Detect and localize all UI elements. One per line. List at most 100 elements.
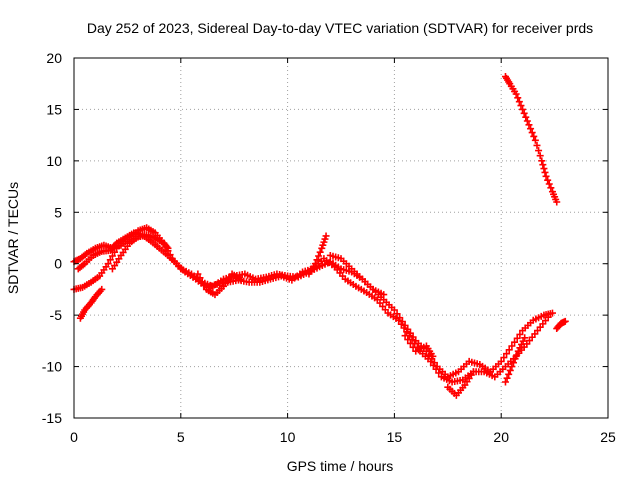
data-point xyxy=(429,352,437,360)
data-point xyxy=(505,370,513,378)
data-point xyxy=(400,324,408,332)
data-point xyxy=(503,374,511,382)
data-point xyxy=(545,180,553,188)
y-tick-label: 15 xyxy=(46,101,62,117)
data-point xyxy=(497,357,505,365)
series-track-j xyxy=(444,368,477,399)
data-point xyxy=(113,244,121,252)
data-point xyxy=(544,313,552,321)
data-point xyxy=(194,270,202,278)
data-point xyxy=(200,282,208,290)
series-track-h xyxy=(326,251,388,299)
data-point xyxy=(515,98,523,106)
data-point xyxy=(322,232,330,240)
series-track-m xyxy=(501,73,561,206)
data-point xyxy=(403,328,411,336)
series-track-f xyxy=(194,270,245,299)
data-point xyxy=(409,343,417,351)
data-point xyxy=(517,102,525,110)
x-tick-label: 15 xyxy=(387,429,403,445)
data-point xyxy=(311,260,319,268)
data-point xyxy=(395,316,403,324)
data-point xyxy=(523,117,531,125)
data-point xyxy=(163,243,171,251)
data-point xyxy=(316,248,324,256)
series-track-l xyxy=(553,317,569,333)
data-point xyxy=(505,346,513,354)
data-point xyxy=(541,168,549,176)
data-point xyxy=(104,260,112,268)
data-point xyxy=(390,306,398,314)
chart-title: Day 252 of 2023, Sidereal Day-to-day VTE… xyxy=(87,20,593,36)
data-point xyxy=(432,365,440,373)
data-point xyxy=(561,317,569,325)
data-point xyxy=(508,342,516,350)
data-point xyxy=(528,129,536,137)
y-tick-label: 20 xyxy=(46,50,62,66)
data-point xyxy=(520,109,528,117)
data-point xyxy=(508,363,516,371)
y-tick-label: -10 xyxy=(42,359,62,375)
series-track-k xyxy=(501,334,529,386)
data-point xyxy=(401,332,409,340)
data-point xyxy=(397,320,405,328)
data-point xyxy=(198,278,206,286)
data-point xyxy=(108,252,116,260)
data-point xyxy=(164,244,172,252)
data-series xyxy=(70,73,569,399)
data-point xyxy=(501,378,509,386)
grid xyxy=(74,58,608,418)
data-point xyxy=(521,334,529,342)
data-point xyxy=(516,330,524,338)
data-point xyxy=(525,121,533,129)
data-point xyxy=(106,256,114,264)
x-tick-label: 0 xyxy=(70,429,78,445)
data-point xyxy=(500,354,508,362)
data-point xyxy=(196,274,204,282)
data-point xyxy=(506,366,514,374)
data-point xyxy=(542,172,550,180)
y-tick-label: -15 xyxy=(42,410,62,426)
data-point xyxy=(509,359,517,367)
series-track-g xyxy=(305,232,330,278)
x-axis-label: GPS time / hours xyxy=(287,458,394,474)
data-point xyxy=(111,248,119,256)
data-point xyxy=(513,351,521,359)
data-point xyxy=(538,157,546,165)
data-point xyxy=(539,161,547,169)
y-axis-label: SDTVAR / TECUs xyxy=(5,182,21,294)
data-point xyxy=(393,310,401,318)
series-track-d xyxy=(76,285,106,322)
data-point xyxy=(435,369,443,377)
data-point xyxy=(469,368,477,376)
data-point xyxy=(511,355,519,363)
y-tick-label: 5 xyxy=(54,204,62,220)
data-point xyxy=(429,361,437,369)
x-tick-label: 25 xyxy=(600,429,616,445)
data-point xyxy=(512,90,520,98)
y-tick-label: 0 xyxy=(54,256,62,272)
data-point xyxy=(406,339,414,347)
x-tick-label: 10 xyxy=(280,429,296,445)
x-tick-label: 20 xyxy=(493,429,509,445)
data-point xyxy=(237,275,245,283)
data-point xyxy=(544,176,552,184)
data-point xyxy=(553,198,561,206)
y-tick-label: -5 xyxy=(50,307,63,323)
data-point xyxy=(530,132,538,140)
data-point xyxy=(531,136,539,144)
data-point xyxy=(427,357,435,365)
data-point xyxy=(514,94,522,102)
data-point xyxy=(533,141,541,149)
plot-frame xyxy=(73,57,609,419)
data-point xyxy=(503,350,511,358)
data-point xyxy=(540,165,548,173)
series-track-i xyxy=(401,332,437,360)
data-point xyxy=(98,285,106,293)
data-point xyxy=(404,336,412,344)
series-track-b xyxy=(74,229,552,386)
data-point xyxy=(548,309,556,317)
data-point xyxy=(527,125,535,133)
